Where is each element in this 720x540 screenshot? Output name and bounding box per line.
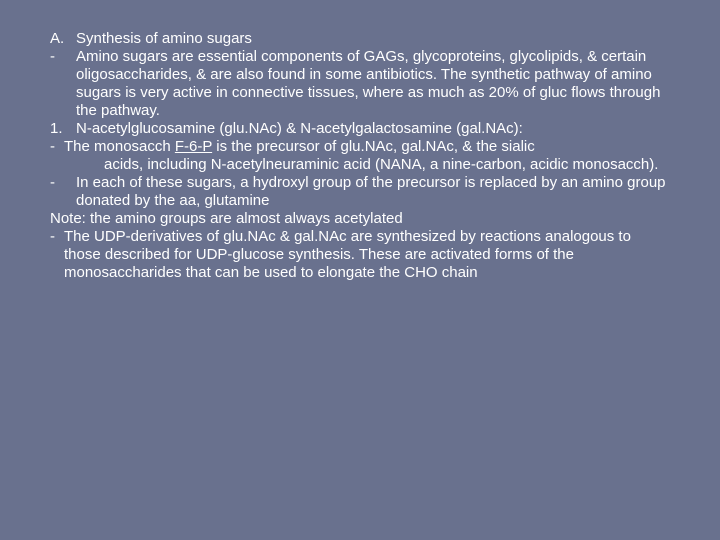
- dash2-pre: The monosacch: [64, 138, 175, 155]
- marker-dash-3: -: [50, 174, 76, 210]
- marker-dash-2: -: [50, 138, 64, 174]
- marker-a: A.: [50, 30, 76, 48]
- item-dash-4: - The UDP-derivatives of glu.NAc & gal.N…: [50, 228, 670, 282]
- marker-dash-4: -: [50, 228, 64, 282]
- dash2-underlined: F-6-P: [175, 138, 212, 155]
- text-dash-1: Amino sugars are essential components of…: [76, 48, 670, 120]
- marker-num-1: 1.: [50, 120, 76, 138]
- item-dash-1: - Amino sugars are essential components …: [50, 48, 670, 120]
- text-dash-2: The monosacch F-6-P is the precursor of …: [64, 138, 670, 174]
- item-a: A. Synthesis of amino sugars: [50, 30, 670, 48]
- marker-dash-1: -: [50, 48, 76, 120]
- dash2-cont: acids, including N-acetylneuraminic acid…: [64, 156, 670, 174]
- item-dash-3: - In each of these sugars, a hydroxyl gr…: [50, 174, 670, 210]
- text-a: Synthesis of amino sugars: [76, 30, 670, 48]
- slide-content: A. Synthesis of amino sugars - Amino sug…: [0, 0, 720, 312]
- text-note: Note: the amino groups are almost always…: [50, 210, 670, 228]
- dash2-post: is the precursor of glu.NAc, gal.NAc, & …: [212, 138, 535, 155]
- text-dash-4: The UDP-derivatives of glu.NAc & gal.NAc…: [64, 228, 670, 282]
- item-note: Note: the amino groups are almost always…: [50, 210, 670, 228]
- item-num-1: 1. N-acetylglucosamine (glu.NAc) & N-ace…: [50, 120, 670, 138]
- item-dash-2: - The monosacch F-6-P is the precursor o…: [50, 138, 670, 174]
- text-dash-3: In each of these sugars, a hydroxyl grou…: [76, 174, 670, 210]
- text-num-1: N-acetylglucosamine (glu.NAc) & N-acetyl…: [76, 120, 670, 138]
